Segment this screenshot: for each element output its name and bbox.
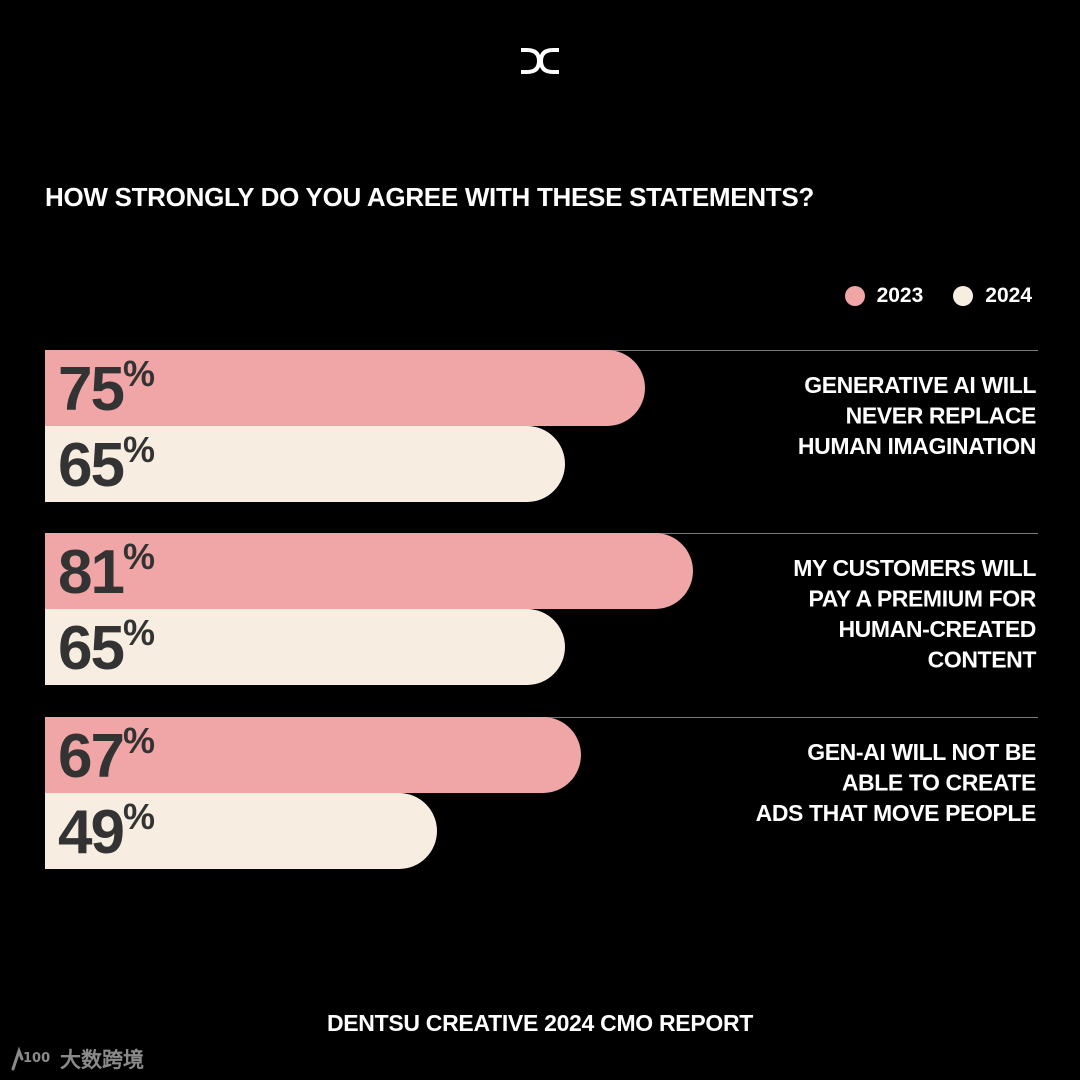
bar-value-label-2024-3: 49% (58, 796, 155, 867)
legend-entry-2024: 2024 (953, 284, 1032, 308)
bar-2024-1 (45, 426, 565, 502)
watermark: 100 大数跨境 (10, 1044, 144, 1074)
bar-value-label-2024-2: 65% (58, 612, 155, 683)
category-label-1: GENERATIVE AI WILL NEVER REPLACE HUMAN IMA… (798, 372, 1036, 459)
bar-value-label-2023-2: 81% (58, 536, 155, 607)
category-label-2: MY CUSTOMERS WILL PAY A PREMIUM FOR HUMAN-… (793, 555, 1037, 673)
legend-swatch-2023 (844, 286, 865, 306)
watermark-logo-icon: 100 (11, 1046, 50, 1071)
dc-logo-icon (521, 48, 559, 74)
chart-title: HOW STRONGLY DO YOU AGREE WITH THESE STA… (45, 182, 815, 212)
legend-swatch-2024 (953, 286, 974, 306)
bar-value-label-2024-1: 65% (58, 429, 155, 500)
category-label-line: ABLE TO CREATE (842, 770, 1036, 796)
legend-label-2023: 2023 (876, 284, 924, 307)
category-label-line: NEVER REPLACE (846, 403, 1036, 429)
category-label-line: MY CUSTOMERS WILL (793, 555, 1036, 581)
bar-2023-3 (45, 717, 581, 793)
bar-2023-2 (45, 533, 693, 609)
report-source: DENTSU CREATIVE 2024 CMO REPORT (326, 1010, 754, 1036)
category-label-line: ADS THAT MOVE PEOPLE (756, 800, 1036, 826)
bar-value-label-2023-1: 75% (58, 353, 155, 424)
chart-legend: 2023 2024 (844, 284, 1032, 308)
legend-entry-2023: 2023 (844, 284, 924, 308)
bar-2024-3 (45, 793, 437, 869)
watermark-mark-text: 100 (23, 1051, 50, 1066)
category-label-line: HUMAN IMAGINATION (798, 433, 1036, 459)
category-label-line: PAY A PREMIUM FOR (809, 586, 1037, 612)
bar-2023-1 (45, 350, 645, 426)
bar-2024-2 (45, 609, 565, 685)
category-label-line: HUMAN-CREATED (838, 616, 1036, 642)
category-label-line: GENERATIVE AI WILL (804, 372, 1036, 398)
category-label-3: GEN-AI WILL NOT BE ABLE TO CREATE ADS THAT… (756, 739, 1036, 826)
category-label-line: CONTENT (928, 647, 1037, 673)
bar-value-label-2023-3: 67% (58, 720, 155, 791)
watermark-text: 大数跨境 (60, 1048, 144, 1072)
category-label-line: GEN-AI WILL NOT BE (807, 739, 1036, 765)
legend-label-2024: 2024 (985, 284, 1032, 307)
